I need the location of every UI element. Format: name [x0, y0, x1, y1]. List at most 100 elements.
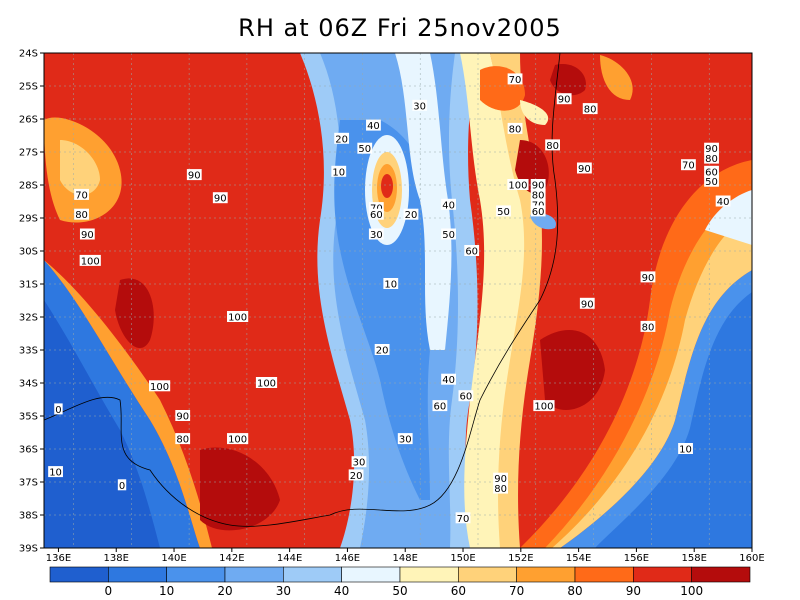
contour-label-bg: [441, 198, 456, 210]
contour-label-bg: [530, 198, 546, 210]
contour-label: 100: [228, 435, 247, 446]
contour-label-bg: [368, 208, 384, 220]
y-axis: 24S 25S 26S 27S 28S 29S 30S 31S 32S 33S 34S 35S 36S 3…: [19, 49, 44, 555]
colorbar-swatch: [458, 566, 517, 583]
y-tick-label: 31S: [19, 280, 38, 291]
contour-label-bg: [496, 205, 511, 217]
contour-label: 70: [682, 161, 695, 172]
grid-lines: [44, 53, 752, 548]
contour-label: 100: [257, 379, 276, 390]
contour-label: 60: [705, 167, 718, 178]
contour-label-bg: [681, 159, 696, 171]
colorbar-swatch: [341, 566, 401, 583]
y-tick-label: 25S: [19, 82, 38, 93]
contour-label-bg: [227, 311, 249, 322]
contour-label: 90: [532, 181, 545, 192]
y-tick-label: 24S: [19, 49, 38, 60]
y-tick-label: 30S: [19, 247, 38, 258]
contour-label: 70: [75, 190, 88, 201]
contour-label: 80: [532, 190, 545, 201]
y-tick-label: 37S: [19, 478, 38, 489]
colorbar-label: 100: [680, 584, 703, 598]
colorbar-swatch: [224, 566, 284, 583]
contour-label-bg: [74, 208, 89, 220]
y-tick-label: 36S: [19, 445, 38, 456]
contour-label: 90: [578, 164, 591, 175]
colorbar-label: 70: [509, 584, 524, 598]
contour-label: 10: [332, 167, 345, 178]
contour-label: 60: [465, 247, 478, 258]
contour-label-bg: [175, 433, 191, 445]
contour-label: 90: [558, 95, 571, 106]
y-tick-label: 28S: [19, 181, 38, 192]
contour-label-bg: [54, 403, 63, 415]
contour-label: 70: [457, 514, 470, 525]
contour-label-bg: [331, 165, 347, 177]
contour-label: 10: [679, 445, 692, 456]
contour-label-bg: [556, 93, 572, 105]
contour-label: 40: [367, 121, 380, 132]
contour-label-bg: [576, 162, 592, 174]
contour-label: 50: [497, 207, 510, 218]
contour-label-bg: [507, 122, 523, 134]
contour-label: 80: [494, 484, 507, 495]
colorbar-swatch: [166, 566, 226, 583]
contour-label-bg: [455, 512, 471, 524]
x-tick-label: 156E: [624, 553, 649, 564]
contour-label-bg: [715, 195, 731, 207]
contour-label-bg: [79, 254, 101, 266]
contour-label-bg: [412, 99, 428, 111]
contour-label-bg: [507, 73, 523, 85]
contour-label-bg: [582, 103, 598, 115]
contour-label: 20: [350, 471, 363, 482]
contour-label-bg: [704, 175, 719, 187]
contour-label: 80: [176, 435, 189, 446]
contour-label-bg: [530, 188, 546, 200]
contour-label: 90: [81, 230, 94, 241]
contour-label-bg: [357, 142, 373, 154]
contour-label: 90: [188, 171, 201, 182]
contour-label: 40: [442, 200, 455, 211]
contour-label-bg: [530, 205, 546, 217]
contour-label-bg: [493, 482, 508, 494]
contour-label-bg: [441, 373, 456, 385]
contour-label-bg: [117, 479, 127, 491]
contour-label-bg: [186, 169, 202, 181]
x-tick-label: 150E: [450, 553, 475, 564]
colorbar-swatch: [516, 566, 576, 583]
x-tick-label: 136E: [46, 553, 71, 564]
colorbar-swatch: [399, 566, 459, 583]
contour-label-bg: [366, 119, 381, 131]
y-tick-label: 34S: [19, 379, 38, 390]
contour-label-bg: [704, 165, 719, 177]
contour-label-bg: [704, 152, 719, 164]
contour-label-bg: [48, 466, 63, 478]
x-tick-label: 160E: [739, 553, 764, 564]
contour-label: 20: [376, 346, 389, 357]
colorbar-label: 50: [392, 584, 407, 598]
colorbar-swatch: [574, 566, 634, 583]
contour-label-bg: [227, 433, 249, 445]
contour-label-bg: [74, 188, 89, 200]
contour-label-bg: [255, 377, 278, 388]
contour-label-bg: [403, 208, 419, 220]
x-tick-label: 140E: [161, 553, 186, 564]
contour-label-bg: [493, 472, 508, 484]
contour-label: 60: [532, 207, 545, 218]
colorbar-label: 20: [217, 584, 232, 598]
contour-label: 90: [581, 299, 594, 310]
contour-label: 60: [460, 392, 473, 403]
y-tick-label: 33S: [19, 346, 38, 357]
contour-label-bg: [175, 410, 191, 421]
contour-label: 80: [584, 105, 597, 116]
colorbar-label: 0: [105, 584, 113, 598]
y-tick-label: 39S: [19, 544, 38, 555]
y-tick-label: 32S: [19, 313, 38, 324]
contour-label-bg: [148, 380, 171, 392]
contour-label: 60: [434, 402, 447, 413]
colorbar-label: 10: [159, 584, 174, 598]
contour-label: 30: [370, 230, 383, 241]
contour-label: 20: [335, 134, 348, 145]
contour-label-bg: [640, 320, 656, 332]
